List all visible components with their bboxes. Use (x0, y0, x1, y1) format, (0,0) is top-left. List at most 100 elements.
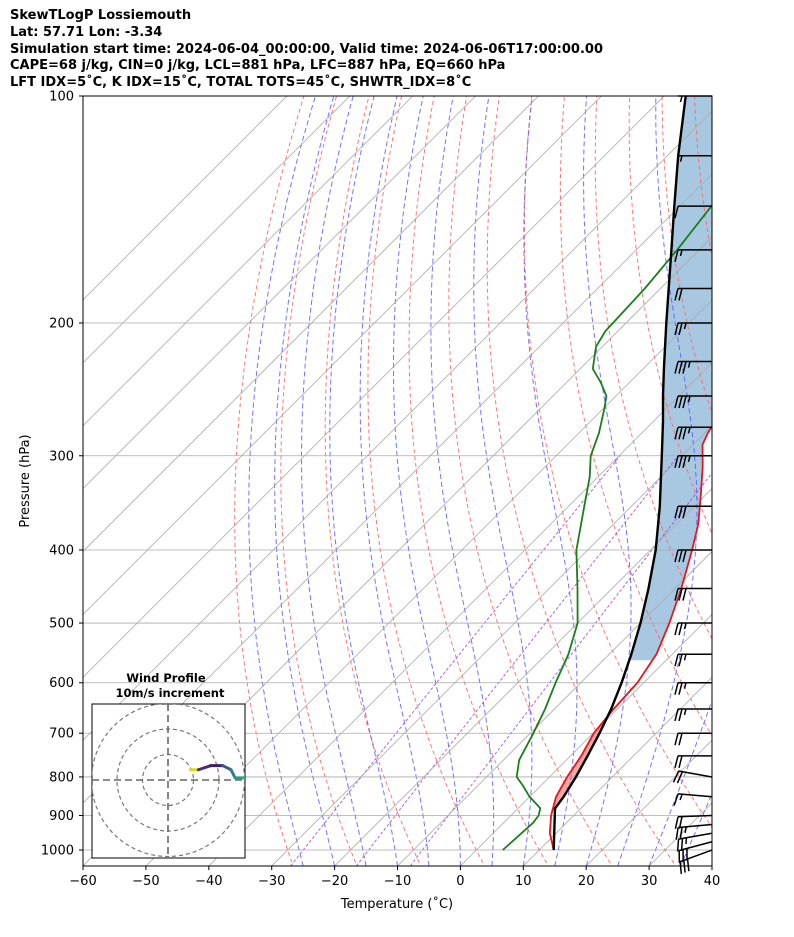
y-axis-ticks: 1000 900 800 700 600 500 400 300 200 100 (41, 90, 83, 859)
wind-barb (674, 395, 712, 409)
moist-adiabat-line (744, 83, 794, 866)
dry-adiabat-line (661, 96, 712, 416)
wind-barb (675, 823, 713, 840)
y-tick-label: 100 (49, 90, 74, 105)
moist-adiabat-line (711, 864, 712, 866)
isotherm-line (459, 613, 712, 866)
isotherm-line (648, 802, 712, 866)
wind-barb (674, 505, 712, 519)
moist-adiabat-line (359, 96, 430, 866)
mixing-ratio-line (409, 472, 712, 866)
dry-adiabat-line (234, 96, 305, 866)
hodograph-segment (221, 764, 233, 772)
moist-adiabat-line (329, 96, 398, 866)
hodograph-segment (196, 764, 213, 772)
x-tick-label: 30 (641, 874, 658, 889)
moist-adiabat-line (248, 96, 317, 866)
isotherm-line (334, 488, 712, 866)
isotherm-line (585, 739, 712, 866)
dry-adiabat-line (559, 96, 712, 737)
x-tick-label: 0 (456, 874, 464, 889)
shaded-area-upper (629, 96, 712, 661)
isotherm-line (522, 676, 712, 866)
wind-barb (674, 455, 712, 468)
wind-profile-inset: Wind Profile 10m/s increment (91, 671, 259, 859)
inset-ring (92, 704, 245, 858)
wind-barb (674, 249, 712, 263)
wind-barb (674, 708, 712, 722)
hodograph-segment (251, 766, 259, 774)
hodograph-segment (241, 775, 245, 780)
x-tick-label: −60 (69, 874, 96, 889)
wind-barb (672, 770, 713, 784)
isotherm-line (83, 96, 665, 678)
isotherm-line (760, 61, 794, 881)
moist-adiabat-line (648, 698, 712, 866)
dewpoint-line (502, 204, 712, 851)
wind-barb (674, 814, 713, 829)
y-tick-label: 400 (49, 543, 74, 558)
dry-adiabat-line (726, 79, 794, 869)
isotherm-line (83, 96, 288, 301)
x-axis-label: Temperature (˚C) (340, 896, 453, 912)
moist-adiabat-line (393, 96, 461, 866)
parcel-line (552, 96, 687, 851)
wind-barb (673, 793, 713, 806)
dry-adiabat-line (408, 96, 549, 866)
wind-barb (674, 322, 712, 336)
inset-subtitle: 10m/s increment (116, 686, 225, 700)
y-tick-label: 200 (49, 316, 74, 331)
wind-barb (674, 205, 712, 219)
x-tick-label: −40 (195, 874, 222, 889)
wind-barb (674, 549, 712, 563)
x-tick-label: −20 (321, 874, 348, 889)
shaded-regions (552, 96, 712, 811)
dry-adiabat-line (790, 79, 794, 869)
dry-adiabat-line (628, 96, 712, 535)
wind-barb (679, 849, 713, 875)
wind-barb (674, 360, 712, 374)
hodograph-segment (251, 762, 255, 766)
mixing-ratio-line (290, 455, 621, 866)
mixing-ratio-line (355, 455, 679, 866)
shaded-area-cape (552, 714, 610, 811)
x-tick-label: 10 (515, 874, 532, 889)
moist-adiabat-line (274, 96, 336, 866)
wind-barb (674, 287, 712, 301)
wind-barb (674, 755, 712, 768)
wind-barb (676, 832, 713, 852)
y-tick-label: 500 (49, 617, 74, 632)
isotherm-line (83, 96, 540, 553)
isotherm-line (83, 96, 414, 427)
isotherm-line (396, 550, 712, 866)
y-axis-label: Pressure (hPa) (18, 434, 33, 527)
isotherm-line (208, 362, 712, 866)
y-tick-label: 800 (49, 770, 74, 785)
chart-title: SkewTLogP Lossiemouth (10, 8, 192, 23)
inset-title: Wind Profile (126, 671, 206, 685)
y-tick-label: 700 (49, 727, 74, 742)
moist-adiabat-line (430, 96, 495, 866)
stability-indices-2: LFT IDX=5˚C, K IDX=15˚C, TOTAL TOTS=45˚C… (10, 75, 472, 91)
x-tick-label: −10 (384, 874, 411, 889)
y-tick-label: 300 (49, 449, 74, 464)
chart-header: SkewTLogP Lossiemouth Lat: 57.71 Lon: -3… (10, 8, 603, 92)
simulation-times: Simulation start time: 2024-06-04_00:00:… (10, 41, 603, 57)
wind-barb (678, 154, 712, 162)
moist-adiabat-line (680, 792, 712, 866)
isotherm-line (83, 96, 351, 364)
reference-lines (234, 79, 794, 869)
stability-indices-1: CAPE=68 j/kg, CIN=0 j/kg, LCL=881 hPa, L… (10, 58, 506, 74)
location-coords: Lat: 57.71 Lon: -3.34 (10, 24, 163, 40)
dry-adiabat-line (367, 96, 486, 866)
wind-barb (674, 681, 712, 695)
dry-adiabat-line (758, 79, 794, 869)
isotherm-line (83, 96, 602, 615)
y-tick-label: 1000 (41, 844, 74, 859)
moist-adiabat-line (617, 96, 698, 866)
wind-barb (674, 587, 712, 601)
moist-adiabat-line (523, 96, 578, 866)
wind-barb (674, 426, 712, 440)
moist-adiabat-line (473, 96, 533, 866)
